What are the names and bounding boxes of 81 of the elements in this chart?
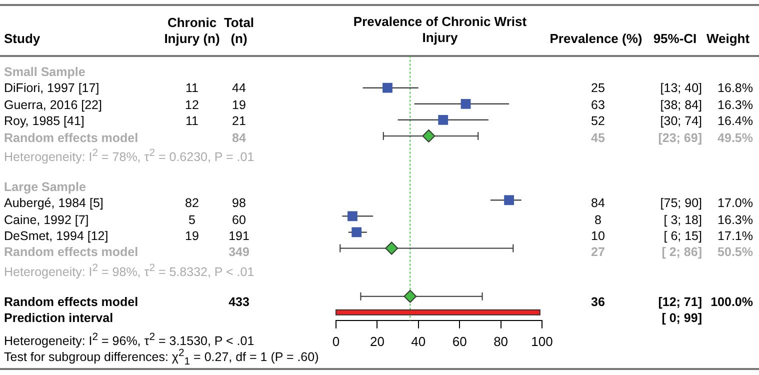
category-label: DiFiori, 1997 [17]: [4, 81, 100, 96]
x-tick-label: 40: [411, 334, 426, 349]
text: [12; 71]: [658, 294, 702, 309]
text: 8: [594, 212, 602, 227]
point: [422, 129, 436, 142]
text: 16.3%: [718, 98, 753, 112]
category-label: DeSmet, 1994 [12]: [4, 229, 108, 243]
text: 21: [232, 114, 246, 128]
category-label: Heterogeneity: I$^{2}$ = 78%, τ$^{2}$ = 0.6230, P = .01: [4, 148, 254, 164]
text: 19: [232, 98, 246, 112]
text: 84: [591, 196, 605, 210]
category-label: Caine, 1992 [7]: [4, 212, 89, 227]
point: [348, 211, 358, 222]
text: [ 2; 86]: [662, 245, 702, 260]
text: [13; 40]: [660, 81, 702, 96]
category-label: Guerra, 2016 [22]: [4, 98, 102, 112]
text: 11: [186, 81, 198, 96]
category-label: Large Sample: [4, 180, 86, 194]
text: 25: [591, 81, 605, 96]
category-label: Chronic Injury (n): [164, 15, 220, 46]
text: [ 6; 15]: [664, 229, 702, 243]
text: [38; 84]: [660, 98, 702, 112]
point: [385, 242, 398, 255]
text: 27: [591, 245, 605, 260]
category-label: Small Sample: [4, 65, 86, 79]
text: 82: [185, 196, 199, 210]
text: 10: [591, 229, 605, 243]
text: 45: [591, 130, 605, 145]
category-label: Random effects model: [4, 245, 138, 260]
text: 349: [228, 245, 250, 260]
category-label: Heterogeneity: I$^{2}$ = 98%, τ$^{2}$ = 5.8332, P < .01: [4, 262, 254, 279]
category-label: Random effects model: [4, 294, 138, 309]
text: [23; 69]: [658, 130, 702, 145]
text: 44: [232, 81, 246, 96]
text: 16.8%: [718, 81, 753, 96]
x-tick-label: 60: [452, 334, 467, 349]
x-tick-label: 100: [531, 334, 553, 349]
text: 17.1%: [718, 229, 753, 243]
x-tick-label: 80: [494, 334, 508, 349]
x-tick-label: 0: [332, 334, 340, 349]
text: Heterogeneity: I$^{2}$ = 96%, τ$^{2}$ = 3.1530, P < .01: [4, 331, 254, 348]
text: 12: [185, 98, 199, 112]
text: [75; 90]: [660, 196, 702, 210]
text: 11: [186, 114, 198, 128]
category-label: Aubergé, 1984 [5]: [4, 196, 104, 210]
category-label: Roy, 1985 [41]: [4, 114, 84, 128]
text: Test for subgroup differences: χ$^{2}$$_{1}$ = 0.27, df = 1 (P = .60): [4, 348, 319, 370]
x-tick-label: 20: [370, 334, 384, 349]
category-label: Weight: [705, 31, 751, 47]
point: [504, 195, 514, 206]
text: 49.5%: [718, 130, 753, 145]
category-label: Prevalence (%): [550, 31, 642, 46]
text: [ 0; 99]: [662, 311, 702, 325]
text: 36: [591, 294, 605, 309]
text: 63: [591, 98, 605, 112]
text: 60: [232, 212, 246, 227]
text: 191: [228, 229, 250, 243]
text: 84: [232, 130, 246, 145]
category-label: Prediction interval: [4, 311, 114, 325]
text: [ 3; 18]: [664, 212, 702, 227]
point: [404, 290, 417, 303]
text: 17.0%: [718, 196, 753, 210]
point: [382, 82, 392, 93]
category-label: Total (n): [222, 15, 256, 47]
category-label: Random effects model: [4, 130, 138, 145]
chart-title: Prevalence of Chronic Wrist Injury: [352, 14, 528, 46]
text: 5: [188, 212, 196, 227]
text: [30; 74]: [660, 114, 702, 128]
point: [460, 98, 471, 109]
text: 16.3%: [718, 212, 753, 227]
text: 52: [591, 114, 605, 128]
text: Study: [4, 31, 40, 47]
point: [352, 227, 362, 238]
text: 433: [228, 294, 250, 309]
text: 19: [185, 229, 199, 243]
text: 100.0%: [710, 294, 753, 309]
text: 98: [232, 196, 246, 210]
category-label: 95%-CI: [652, 31, 698, 47]
text: 16.4%: [718, 114, 753, 128]
text: 50.5%: [718, 245, 753, 260]
point: [438, 114, 448, 125]
